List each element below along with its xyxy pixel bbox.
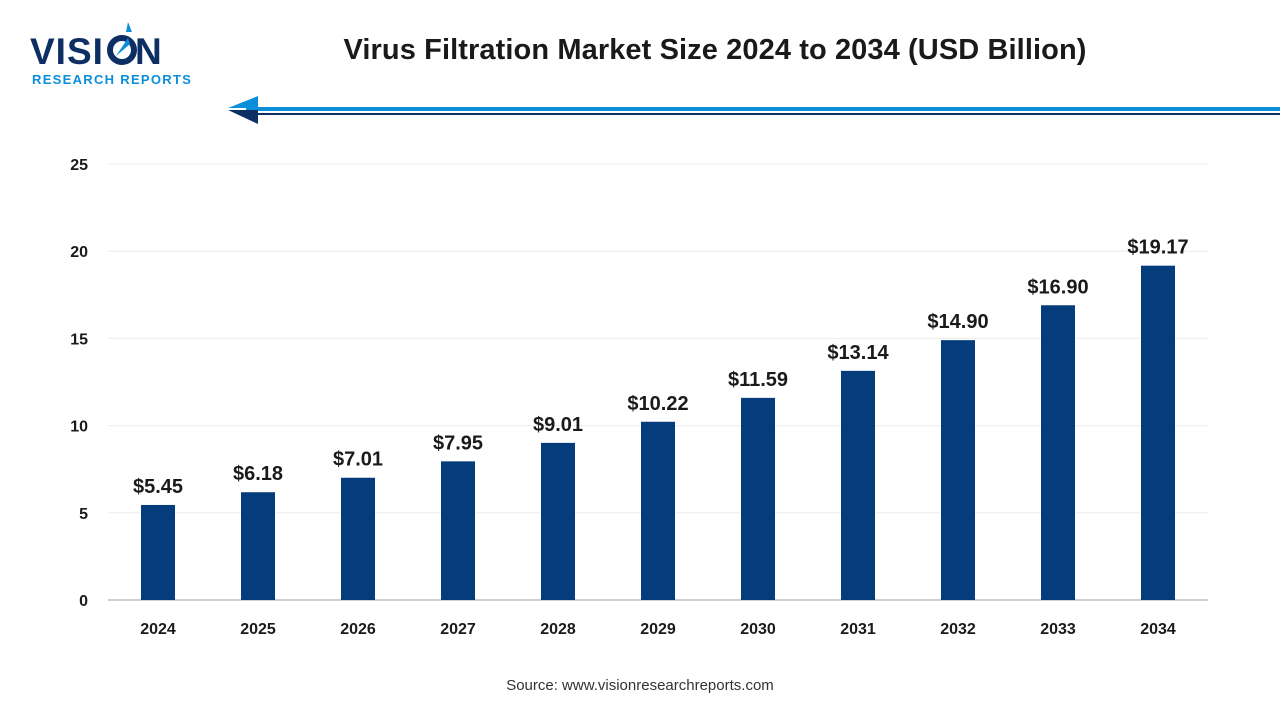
vision-research-reports-logo: VISI N RESEARCH REPORTS — [30, 22, 192, 92]
data-label-2029: $10.22 — [627, 393, 688, 415]
data-label-2032: $14.90 — [927, 311, 988, 333]
x-tick-label-2033: 2033 — [1040, 621, 1076, 638]
x-tick-label-2028: 2028 — [540, 621, 576, 638]
y-tick-label: 20 — [70, 244, 88, 261]
data-labels: $5.45 $6.18 $7.01 $7.95 $9.01 $10.22 $11.59 $13… — [133, 237, 1189, 498]
bars — [141, 265, 1175, 600]
bar-2028 — [541, 442, 575, 600]
data-label-2033: $16.90 — [1027, 276, 1088, 298]
data-label-2027: $7.95 — [433, 432, 483, 454]
y-tick-label: 15 — [70, 331, 88, 348]
bar-2029 — [641, 421, 675, 600]
data-label-2034: $19.17 — [1127, 237, 1188, 259]
data-label-2026: $7.01 — [333, 449, 383, 471]
data-label-2031: $13.14 — [827, 342, 889, 364]
y-tick-label: 10 — [70, 419, 88, 436]
data-label-2030: $11.59 — [728, 369, 788, 391]
svg-text:VISI: VISI — [30, 31, 104, 72]
x-tick-label-2025: 2025 — [240, 621, 276, 638]
x-tick-label-2027: 2027 — [440, 621, 476, 638]
x-tick-label-2026: 2026 — [340, 621, 376, 638]
header-arrow-decoration — [228, 96, 1280, 124]
bar-2030 — [741, 397, 775, 600]
y-tick-label: 5 — [79, 506, 88, 523]
x-tick-label-2034: 2034 — [1140, 621, 1176, 638]
svg-text:RESEARCH REPORTS: RESEARCH REPORTS — [32, 72, 192, 87]
x-tick-label-2024: 2024 — [140, 621, 176, 638]
data-label-2028: $9.01 — [533, 414, 583, 436]
y-tick-label: 25 — [70, 157, 88, 174]
source-note: Source: www.visionresearchreports.com — [506, 677, 774, 694]
bar-2033 — [1041, 305, 1075, 600]
x-tick-label-2030: 2030 — [740, 621, 776, 638]
svg-text:N: N — [135, 31, 162, 72]
bar-2025 — [241, 492, 275, 600]
bar-2032 — [941, 340, 975, 600]
chart-title: Virus Filtration Market Size 2024 to 203… — [343, 34, 1087, 66]
data-label-2024: $5.45 — [133, 476, 183, 498]
bar-2024 — [141, 504, 175, 600]
x-tick-label-2031: 2031 — [840, 621, 876, 638]
y-tick-label: 0 — [79, 593, 88, 610]
x-tick-label-2029: 2029 — [640, 621, 676, 638]
bar-2031 — [841, 370, 875, 600]
bar-2034 — [1141, 265, 1175, 600]
bar-2026 — [341, 477, 375, 600]
x-tick-label-2032: 2032 — [940, 621, 976, 638]
bar-2027 — [441, 461, 475, 600]
data-label-2025: $6.18 — [233, 463, 283, 485]
